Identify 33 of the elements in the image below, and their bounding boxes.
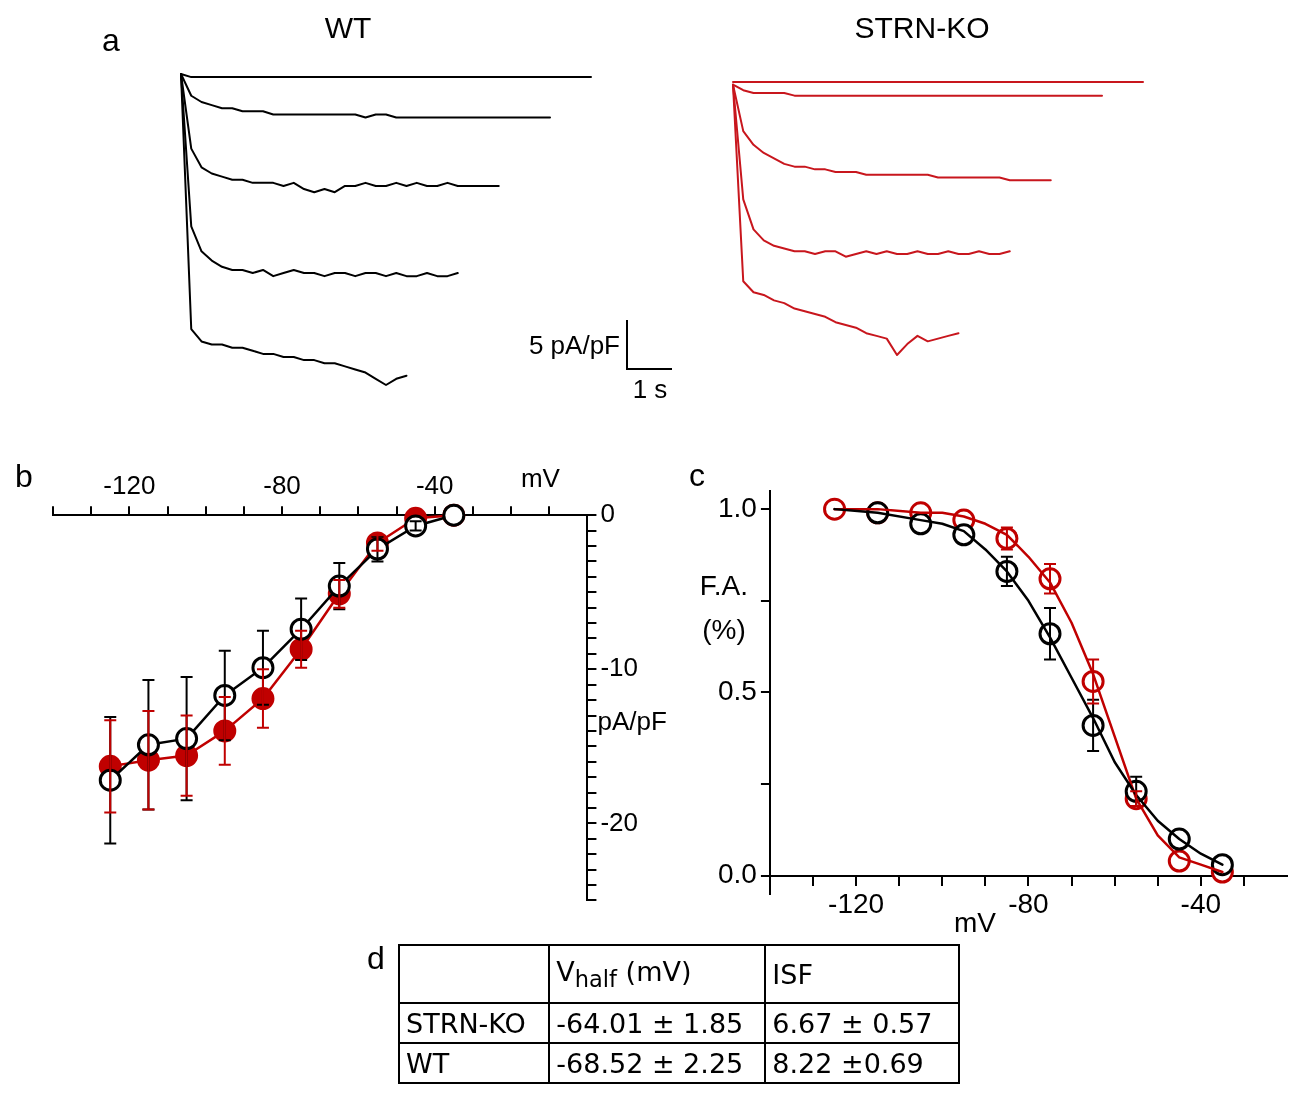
text: -68.52 ± 2.25 <box>556 1047 744 1079</box>
category-label: ISF <box>765 945 959 1003</box>
x-tick-label: -80 <box>1008 888 1049 920</box>
chart-title: WT <box>324 11 372 44</box>
text: d <box>367 940 385 976</box>
x-tick-label: -80 <box>263 469 301 500</box>
text: b <box>15 458 33 494</box>
text: c <box>689 457 705 493</box>
x-axis-title: mV <box>953 906 997 938</box>
category-label: WT <box>406 1047 450 1079</box>
y-tick-label: -10 <box>600 652 638 683</box>
y-axis-title: pA/pF <box>597 706 667 737</box>
text: 6.67 ± 0.57 <box>772 1007 933 1039</box>
text: 8.22 ±0.69 <box>772 1047 924 1079</box>
chart-title: STRN-KO <box>854 11 990 44</box>
x-tick-label: -40 <box>1180 888 1222 920</box>
x-tick-label: -120 <box>103 469 156 500</box>
y-tick-label: 0.0 <box>717 858 757 890</box>
y-tick-label: -20 <box>600 806 638 837</box>
text: -64.01 ± 1.85 <box>556 1007 744 1039</box>
category-label: V$_{half}$ (mV) <box>549 945 766 1003</box>
category-label: STRN-KO <box>406 1007 526 1039</box>
y-tick-label: 0 <box>600 498 615 529</box>
x-tick-label: -120 <box>828 888 885 920</box>
x-tick-label: -40 <box>415 469 454 500</box>
annotation: 5 pA/pF <box>528 330 620 360</box>
text: a <box>102 22 120 58</box>
y-tick-label: 1.0 <box>717 491 757 523</box>
point <box>404 514 428 538</box>
text: 1 s <box>632 374 668 404</box>
y-tick-label: 0.5 <box>717 675 757 707</box>
x-axis-title: mV <box>520 463 561 494</box>
y-axis-title: F.A. (%) <box>699 569 749 645</box>
